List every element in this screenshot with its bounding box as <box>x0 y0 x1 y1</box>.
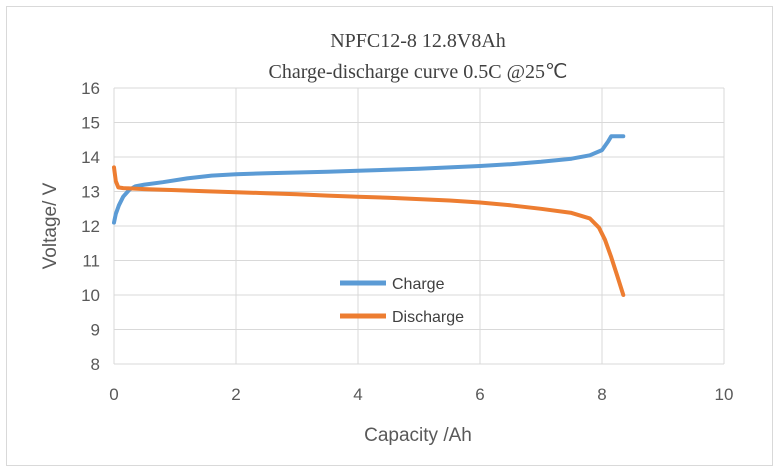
x-tick-label: 8 <box>597 385 606 404</box>
series-line-discharge <box>112 165 626 297</box>
y-tick-label: 13 <box>81 183 100 202</box>
x-tick-label: 4 <box>353 385 362 404</box>
legend: Charge Discharge <box>340 276 464 326</box>
y-tick-label: 10 <box>81 286 100 305</box>
chart-subtitle: Charge-discharge curve 0.5C @25℃ <box>269 61 568 83</box>
y-tick-label: 14 <box>81 148 100 167</box>
y-tick-label: 12 <box>81 217 100 236</box>
x-axis-title: Capacity /Ah <box>364 425 472 446</box>
tick-labels: 8 9 10 11 12 13 14 15 16 0 2 4 6 8 10 <box>81 79 733 404</box>
y-tick-label: 11 <box>82 252 100 271</box>
y-axis-title: Voltage/ V <box>40 182 61 269</box>
legend-label-discharge: Discharge <box>392 309 464 326</box>
y-tick-label: 15 <box>81 114 100 133</box>
x-tick-label: 2 <box>231 385 240 404</box>
y-tick-label: 16 <box>81 79 100 98</box>
legend-label-charge: Charge <box>392 276 445 293</box>
chart-title: NPFC12-8 12.8V8Ah <box>330 30 506 52</box>
gridlines <box>113 87 725 365</box>
x-tick-label: 6 <box>475 385 484 404</box>
y-tick-label: 9 <box>91 321 100 340</box>
x-tick-label: 0 <box>109 385 118 404</box>
series-lines <box>112 134 626 297</box>
x-tick-label: 10 <box>715 385 734 404</box>
chart-frame <box>6 6 773 466</box>
y-tick-label: 8 <box>91 355 100 374</box>
